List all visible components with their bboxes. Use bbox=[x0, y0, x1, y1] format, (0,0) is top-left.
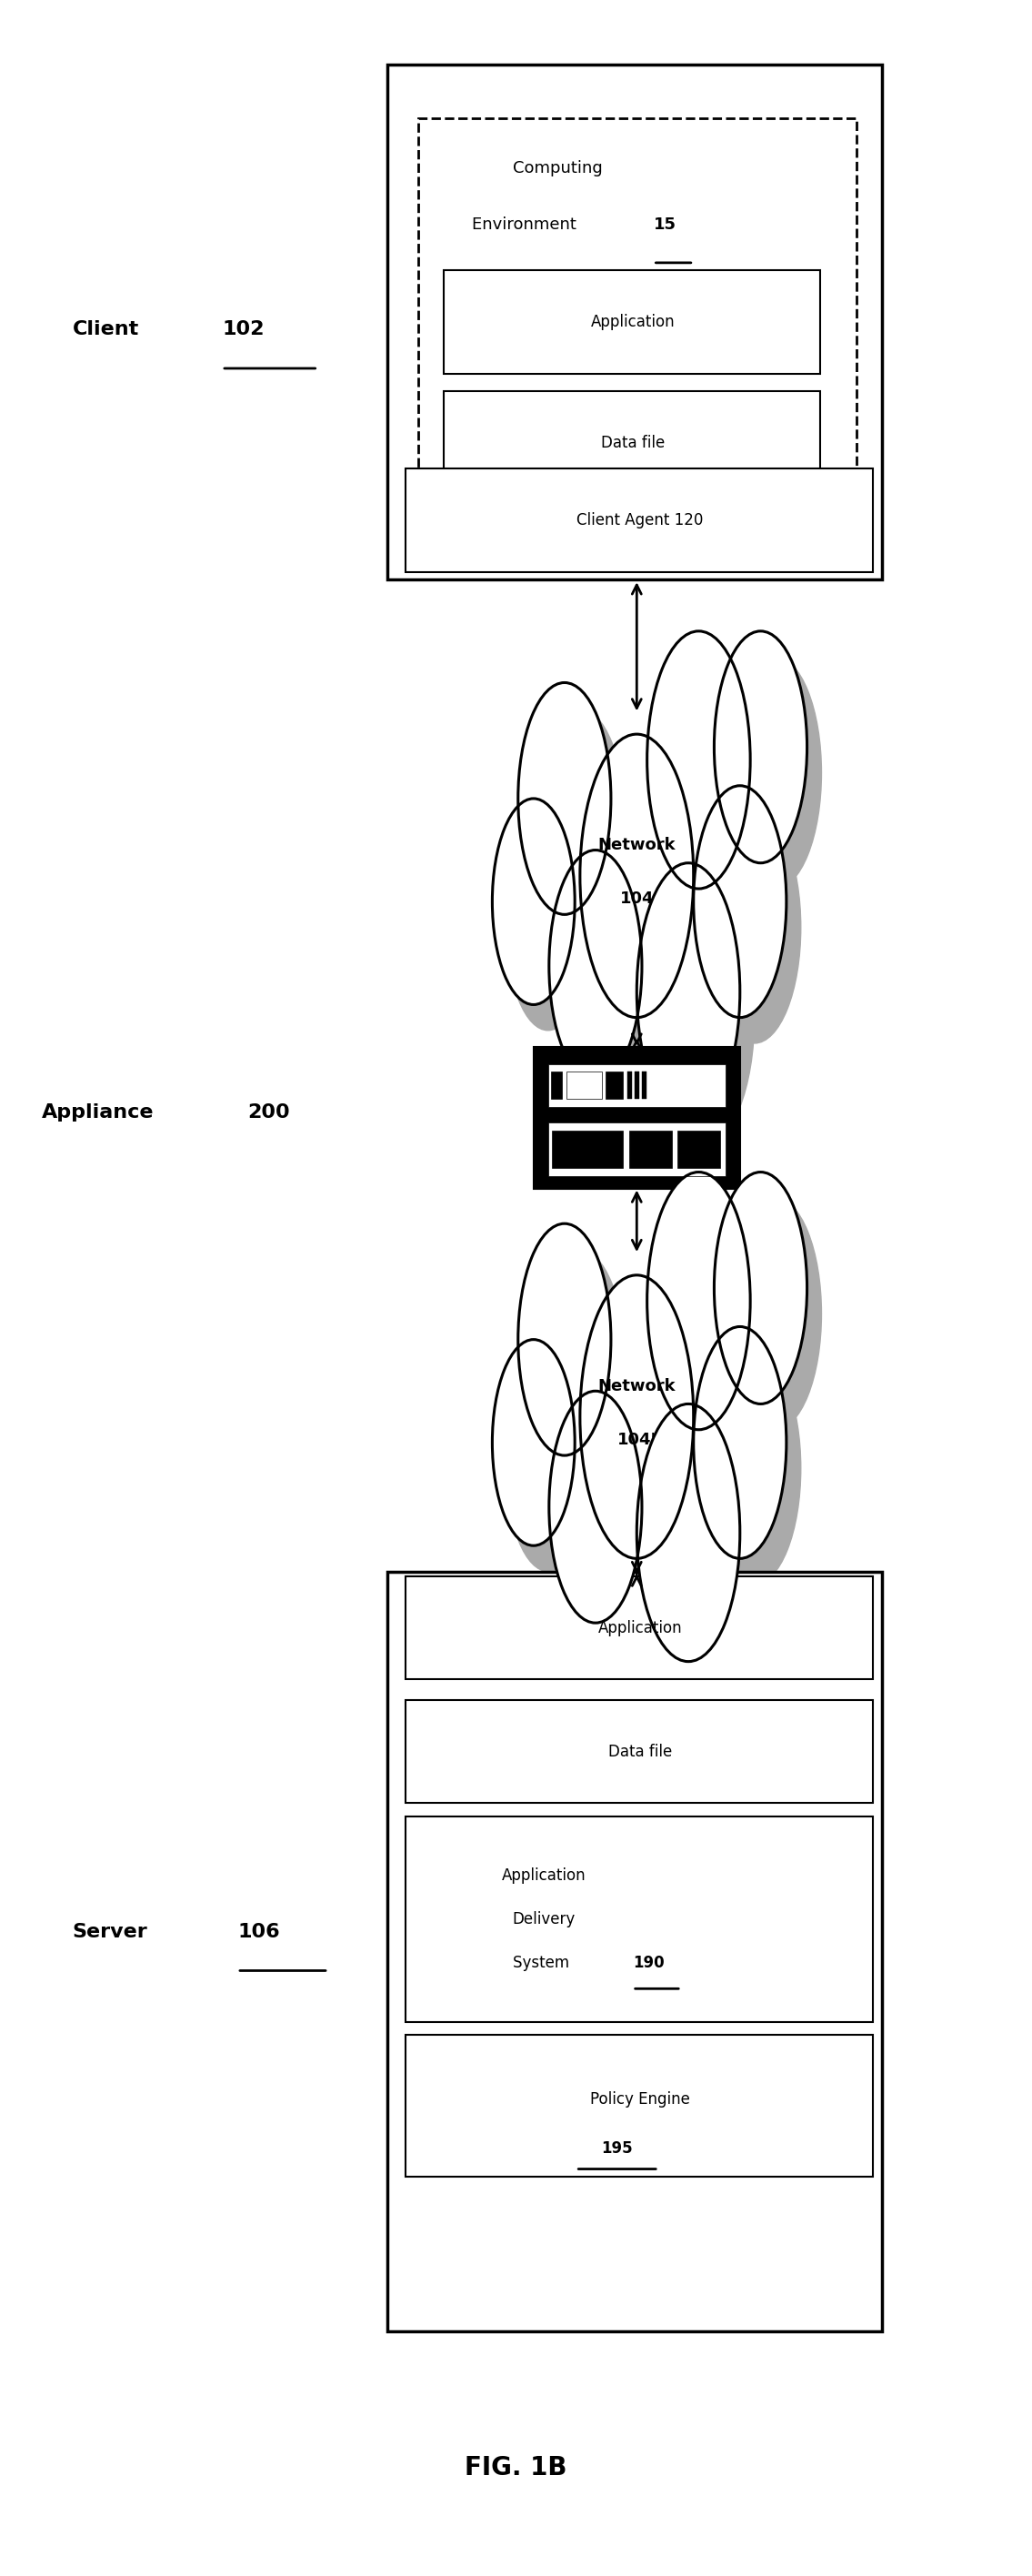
Text: 102: 102 bbox=[222, 319, 264, 340]
FancyBboxPatch shape bbox=[387, 1571, 882, 2331]
Circle shape bbox=[662, 657, 765, 914]
FancyBboxPatch shape bbox=[552, 1131, 623, 1167]
Text: 195: 195 bbox=[602, 2141, 633, 2156]
Circle shape bbox=[549, 850, 642, 1082]
Circle shape bbox=[563, 1417, 656, 1649]
Circle shape bbox=[580, 1275, 694, 1558]
FancyBboxPatch shape bbox=[406, 1700, 873, 1803]
Circle shape bbox=[492, 1340, 575, 1546]
FancyBboxPatch shape bbox=[548, 1123, 725, 1177]
Text: 104: 104 bbox=[619, 891, 654, 907]
FancyBboxPatch shape bbox=[630, 1131, 672, 1167]
Circle shape bbox=[533, 708, 625, 940]
FancyBboxPatch shape bbox=[444, 392, 820, 495]
FancyBboxPatch shape bbox=[627, 1072, 632, 1100]
Circle shape bbox=[507, 1365, 589, 1571]
FancyBboxPatch shape bbox=[677, 1131, 720, 1167]
Circle shape bbox=[533, 1249, 625, 1481]
Text: Network: Network bbox=[598, 1378, 676, 1394]
FancyBboxPatch shape bbox=[418, 118, 857, 536]
FancyBboxPatch shape bbox=[642, 1072, 646, 1100]
FancyBboxPatch shape bbox=[635, 1072, 639, 1100]
Text: Server: Server bbox=[72, 1922, 148, 1942]
Circle shape bbox=[729, 1198, 821, 1430]
Circle shape bbox=[637, 1404, 740, 1662]
Text: Data file: Data file bbox=[608, 1744, 672, 1759]
FancyBboxPatch shape bbox=[406, 469, 873, 572]
FancyBboxPatch shape bbox=[406, 1577, 873, 1680]
FancyBboxPatch shape bbox=[534, 1046, 740, 1190]
Text: Computing: Computing bbox=[512, 160, 603, 175]
FancyBboxPatch shape bbox=[606, 1072, 622, 1100]
Text: System: System bbox=[513, 1955, 575, 1971]
Circle shape bbox=[580, 734, 694, 1018]
FancyBboxPatch shape bbox=[548, 1064, 725, 1108]
Circle shape bbox=[694, 1327, 786, 1558]
Circle shape bbox=[714, 1172, 807, 1404]
Circle shape bbox=[507, 824, 589, 1030]
Text: 200: 200 bbox=[248, 1103, 290, 1123]
FancyBboxPatch shape bbox=[406, 1816, 873, 2022]
Text: Application: Application bbox=[502, 1868, 586, 1883]
FancyBboxPatch shape bbox=[567, 1072, 602, 1100]
Circle shape bbox=[594, 1301, 708, 1584]
Text: Client Agent 120: Client Agent 120 bbox=[577, 513, 703, 528]
Text: Appliance: Appliance bbox=[41, 1103, 154, 1123]
Circle shape bbox=[651, 1430, 754, 1687]
Circle shape bbox=[518, 1224, 611, 1455]
Circle shape bbox=[492, 799, 575, 1005]
Text: Data file: Data file bbox=[601, 435, 665, 451]
Circle shape bbox=[708, 1352, 801, 1584]
Circle shape bbox=[549, 1391, 642, 1623]
Text: Delivery: Delivery bbox=[512, 1911, 576, 1927]
Circle shape bbox=[714, 631, 807, 863]
Text: Environment: Environment bbox=[472, 216, 581, 232]
FancyBboxPatch shape bbox=[551, 1072, 562, 1100]
Text: 104': 104' bbox=[617, 1432, 656, 1448]
Circle shape bbox=[647, 1172, 750, 1430]
Circle shape bbox=[563, 876, 656, 1108]
Circle shape bbox=[708, 811, 801, 1043]
Text: 106: 106 bbox=[237, 1922, 280, 1942]
FancyBboxPatch shape bbox=[387, 64, 882, 580]
Text: Application: Application bbox=[598, 1620, 682, 1636]
Circle shape bbox=[651, 889, 754, 1146]
Text: Policy Engine: Policy Engine bbox=[590, 2092, 689, 2107]
Text: 15: 15 bbox=[653, 216, 676, 232]
Circle shape bbox=[637, 863, 740, 1121]
Text: FIG. 1B: FIG. 1B bbox=[464, 2455, 568, 2481]
Text: Client: Client bbox=[72, 319, 139, 340]
Circle shape bbox=[694, 786, 786, 1018]
Circle shape bbox=[729, 657, 821, 889]
FancyBboxPatch shape bbox=[444, 270, 820, 374]
Circle shape bbox=[594, 760, 708, 1043]
Circle shape bbox=[662, 1198, 765, 1455]
Circle shape bbox=[647, 631, 750, 889]
Text: Network: Network bbox=[598, 837, 676, 853]
Text: 190: 190 bbox=[633, 1955, 665, 1971]
Text: Application: Application bbox=[590, 314, 675, 330]
Circle shape bbox=[518, 683, 611, 914]
FancyBboxPatch shape bbox=[406, 2035, 873, 2177]
